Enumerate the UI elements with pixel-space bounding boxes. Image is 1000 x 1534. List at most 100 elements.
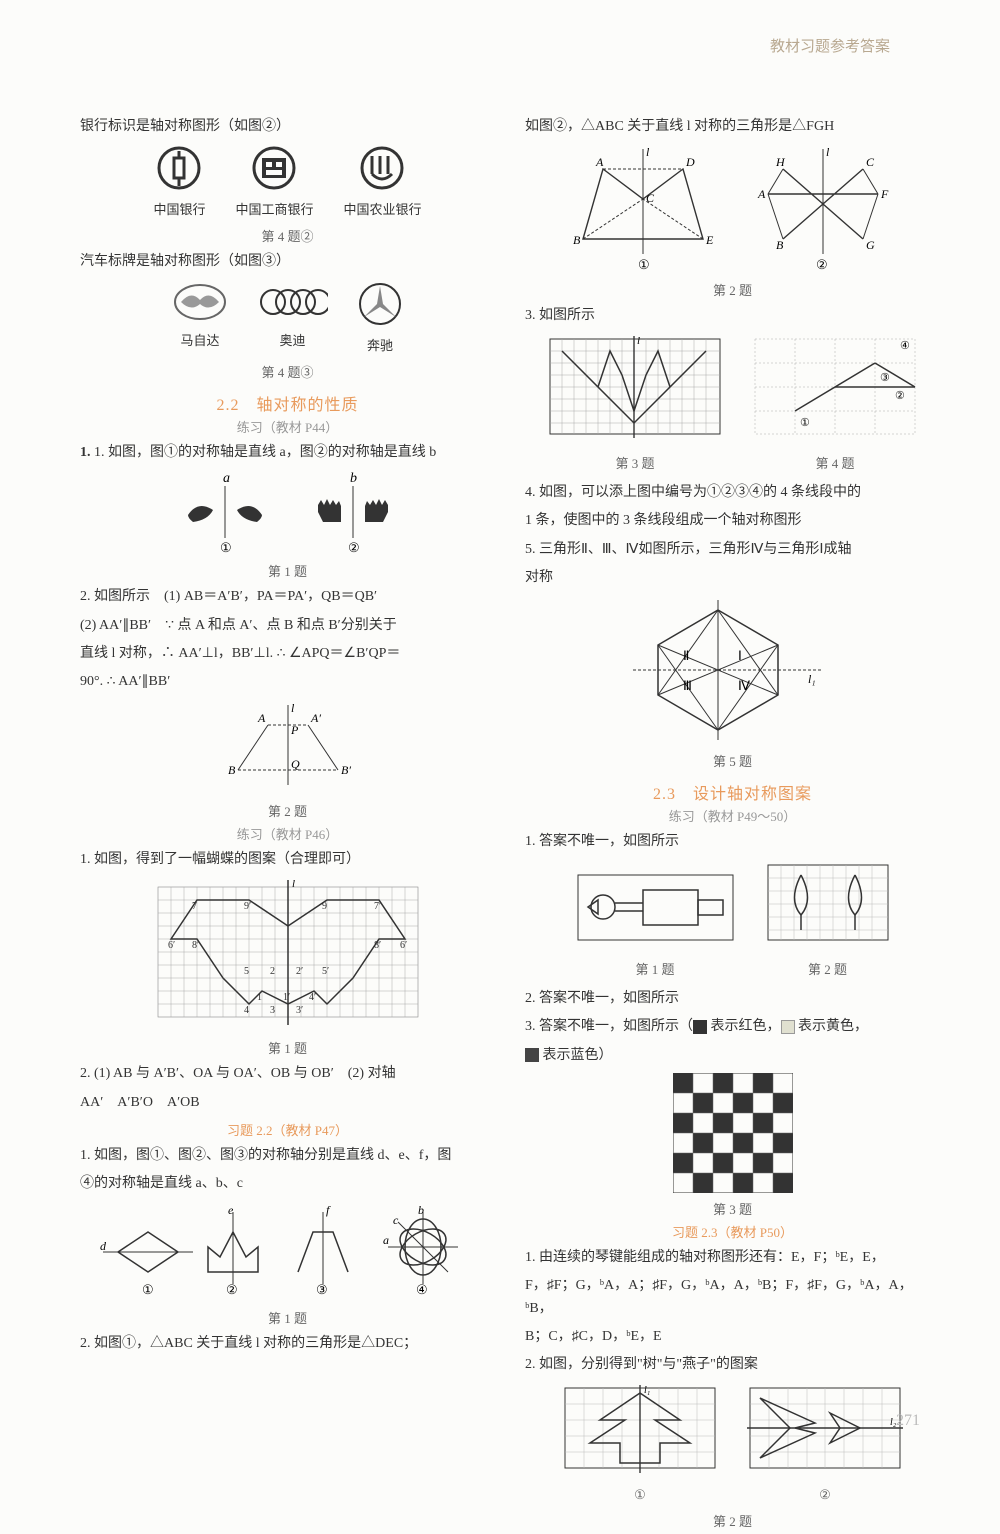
svg-text:1: 1 (257, 992, 262, 1003)
bank-logo-icon (252, 146, 297, 191)
svg-text:6′: 6′ (168, 940, 175, 951)
svg-text:e: e (228, 1203, 234, 1217)
svg-text:②: ② (816, 257, 828, 272)
svg-text:④: ④ (900, 340, 910, 352)
car-2: 奥迪 (258, 282, 328, 354)
bank-1: 中国银行 (153, 146, 205, 218)
svg-text:9: 9 (322, 901, 327, 912)
svg-text:f: f (326, 1203, 331, 1217)
q4a: 4. 如图，可以添上图中编号为①②③④的 4 条线段中的 (525, 482, 940, 504)
svg-text:④: ④ (416, 1282, 428, 1297)
q2-caption: 第 2 题 (80, 801, 495, 820)
section-22-title: 2.2 轴对称的性质 (80, 391, 495, 415)
svg-text:1′: 1′ (283, 992, 290, 1003)
q3r: 3. 如图所示 (525, 305, 940, 327)
bank-logo-icon (157, 146, 202, 191)
svg-text:l: l (646, 145, 650, 159)
q2-p46b: AA′ A′B′O A′OB (80, 1092, 495, 1114)
benz-icon (358, 282, 403, 327)
svg-text:A: A (757, 187, 766, 201)
svg-text:c: c (393, 1213, 399, 1227)
svg-text:A: A (257, 711, 266, 725)
bank-intro: 银行标识是轴对称图形（如图②） (80, 116, 495, 138)
butterfly-grid: l 79′97′ 6′8′8′6′ 522′5′ 11′4′ 433′ (80, 877, 495, 1032)
car-3: 奔驰 (358, 282, 403, 354)
q2-p47: 2. 如图①，△ABC 关于直线 l 对称的三角形是△DEC； (80, 1333, 495, 1355)
svg-text:①: ① (142, 1282, 154, 1297)
q2-figure: l A A′ P B B′ Q (80, 700, 495, 795)
ex22: 习题 2.2（教材 P47） (80, 1120, 495, 1139)
car-caption: 第 4 题③ (80, 362, 495, 381)
svg-text:l: l (826, 145, 830, 159)
bank-3-label: 中国农业银行 (344, 199, 422, 218)
q1r: 1. 答案不唯一，如图所示 (525, 831, 940, 853)
q1r-figs: 第 1 题 (525, 860, 940, 982)
practice-p44: 练习（教材 P44） (80, 417, 495, 436)
q1-p44: 1. 1. 如图，图①的对称轴是直线 a，图②的对称轴是直线 b (80, 442, 495, 464)
right-column: 如图②，△ABC 关于直线 l 对称的三角形是△FGH l A D C B E … (525, 110, 940, 1534)
q2-c: 直线 l 对称，∴ AA′⊥l，BB′⊥l. ∴ ∠APQ＝∠B′QP＝ (80, 643, 495, 665)
svg-text:8′: 8′ (374, 940, 381, 951)
svg-text:Ⅱ: Ⅱ (683, 648, 689, 663)
svg-text:②: ② (895, 390, 905, 402)
car-intro: 汽车标牌是轴对称图形（如图③） (80, 251, 495, 273)
q4b: 1 条，使图中的 3 条线段组成一个轴对称图形 (525, 510, 940, 532)
svg-text:4: 4 (244, 1005, 249, 1016)
svg-text:6′: 6′ (400, 940, 407, 951)
car-1-label: 马自达 (173, 330, 228, 349)
key-fig (573, 870, 738, 950)
svg-text:D: D (685, 155, 695, 169)
q5a: 5. 三角形Ⅱ、Ⅲ、Ⅳ如图所示，三角形Ⅳ与三角形Ⅰ成轴 (525, 539, 940, 561)
q4-grid: ④ ③ ② ① (750, 334, 920, 444)
svg-text:③: ③ (880, 372, 890, 384)
svg-text:4′: 4′ (309, 992, 316, 1003)
bank-logo-icon (360, 146, 405, 191)
svg-text:B: B (776, 238, 784, 252)
q2e: 2. 如图，分别得到"树"与"燕子"的图案 (525, 1354, 940, 1376)
svg-text:9′: 9′ (244, 901, 251, 912)
svg-text:a: a (383, 1233, 389, 1247)
svg-text:G: G (866, 238, 875, 252)
q3q4-fig: l 第 3 题 ④ (525, 334, 940, 476)
svg-text:C: C (866, 155, 875, 169)
q5-fig: Ⅱ Ⅰ Ⅲ Ⅳ l₁ (525, 595, 940, 745)
content-columns: 银行标识是轴对称图形（如图②） 中国银行 中 (80, 110, 940, 1534)
q2e-caption: 第 2 题 (525, 1511, 940, 1530)
yellow-square-icon (781, 1020, 795, 1034)
blue-square-icon (525, 1048, 539, 1062)
bank-3: 中国农业银行 (344, 146, 422, 218)
q1-figure: a b ① ② (80, 470, 495, 555)
svg-text:A′: A′ (310, 711, 321, 725)
page-number: 271 (896, 1412, 920, 1430)
p47-fig: d ① e ② f ③ b a c (80, 1202, 495, 1302)
q2-top: 如图②，△ABC 关于直线 l 对称的三角形是△FGH (525, 116, 940, 138)
q5b: 对称 (525, 567, 940, 589)
drops-fig (763, 860, 893, 950)
svg-text:3′: 3′ (296, 1005, 303, 1016)
tree-fig: l₁ (560, 1383, 720, 1478)
page-header: 教材习题参考答案 (770, 35, 890, 56)
svg-text:5′: 5′ (322, 966, 329, 977)
q1-p47b: ④的对称轴是直线 a、b、c (80, 1173, 495, 1195)
svg-text:b: b (418, 1203, 424, 1217)
svg-text:H: H (775, 155, 786, 169)
q2-d: 90°. ∴ AA′∥BB′ (80, 671, 495, 693)
q3-part-a: 3. 答案不唯一，如图所示（ (525, 1019, 693, 1034)
svg-text:F: F (880, 187, 889, 201)
svg-text:C: C (646, 191, 655, 205)
svg-text:②: ② (348, 540, 360, 555)
q3r-text: 3. 答案不唯一，如图所示（ 表示红色， 表示黄色， (525, 1016, 940, 1038)
q5-caption: 第 5 题 (525, 751, 940, 770)
q2-b: (2) AA′∥BB′ ∵ 点 A 和点 A′、点 B 和点 B′分别关于 (80, 615, 495, 637)
svg-text:①: ① (800, 417, 810, 429)
svg-text:l₁: l₁ (808, 672, 816, 686)
svg-text:l₁: l₁ (644, 1385, 650, 1396)
svg-text:B: B (573, 233, 581, 247)
practice-p46: 练习（教材 P46） (80, 824, 495, 843)
q1r-cap1: 第 1 题 (573, 959, 738, 978)
audi-icon (258, 282, 328, 322)
q2-a: 2. 如图所示 (1) AB＝A′B′，PA＝PA′，QB＝QB′ (80, 586, 495, 608)
svg-text:P: P (290, 723, 299, 737)
svg-text:d: d (100, 1239, 107, 1253)
car-1: 马自达 (173, 282, 228, 354)
